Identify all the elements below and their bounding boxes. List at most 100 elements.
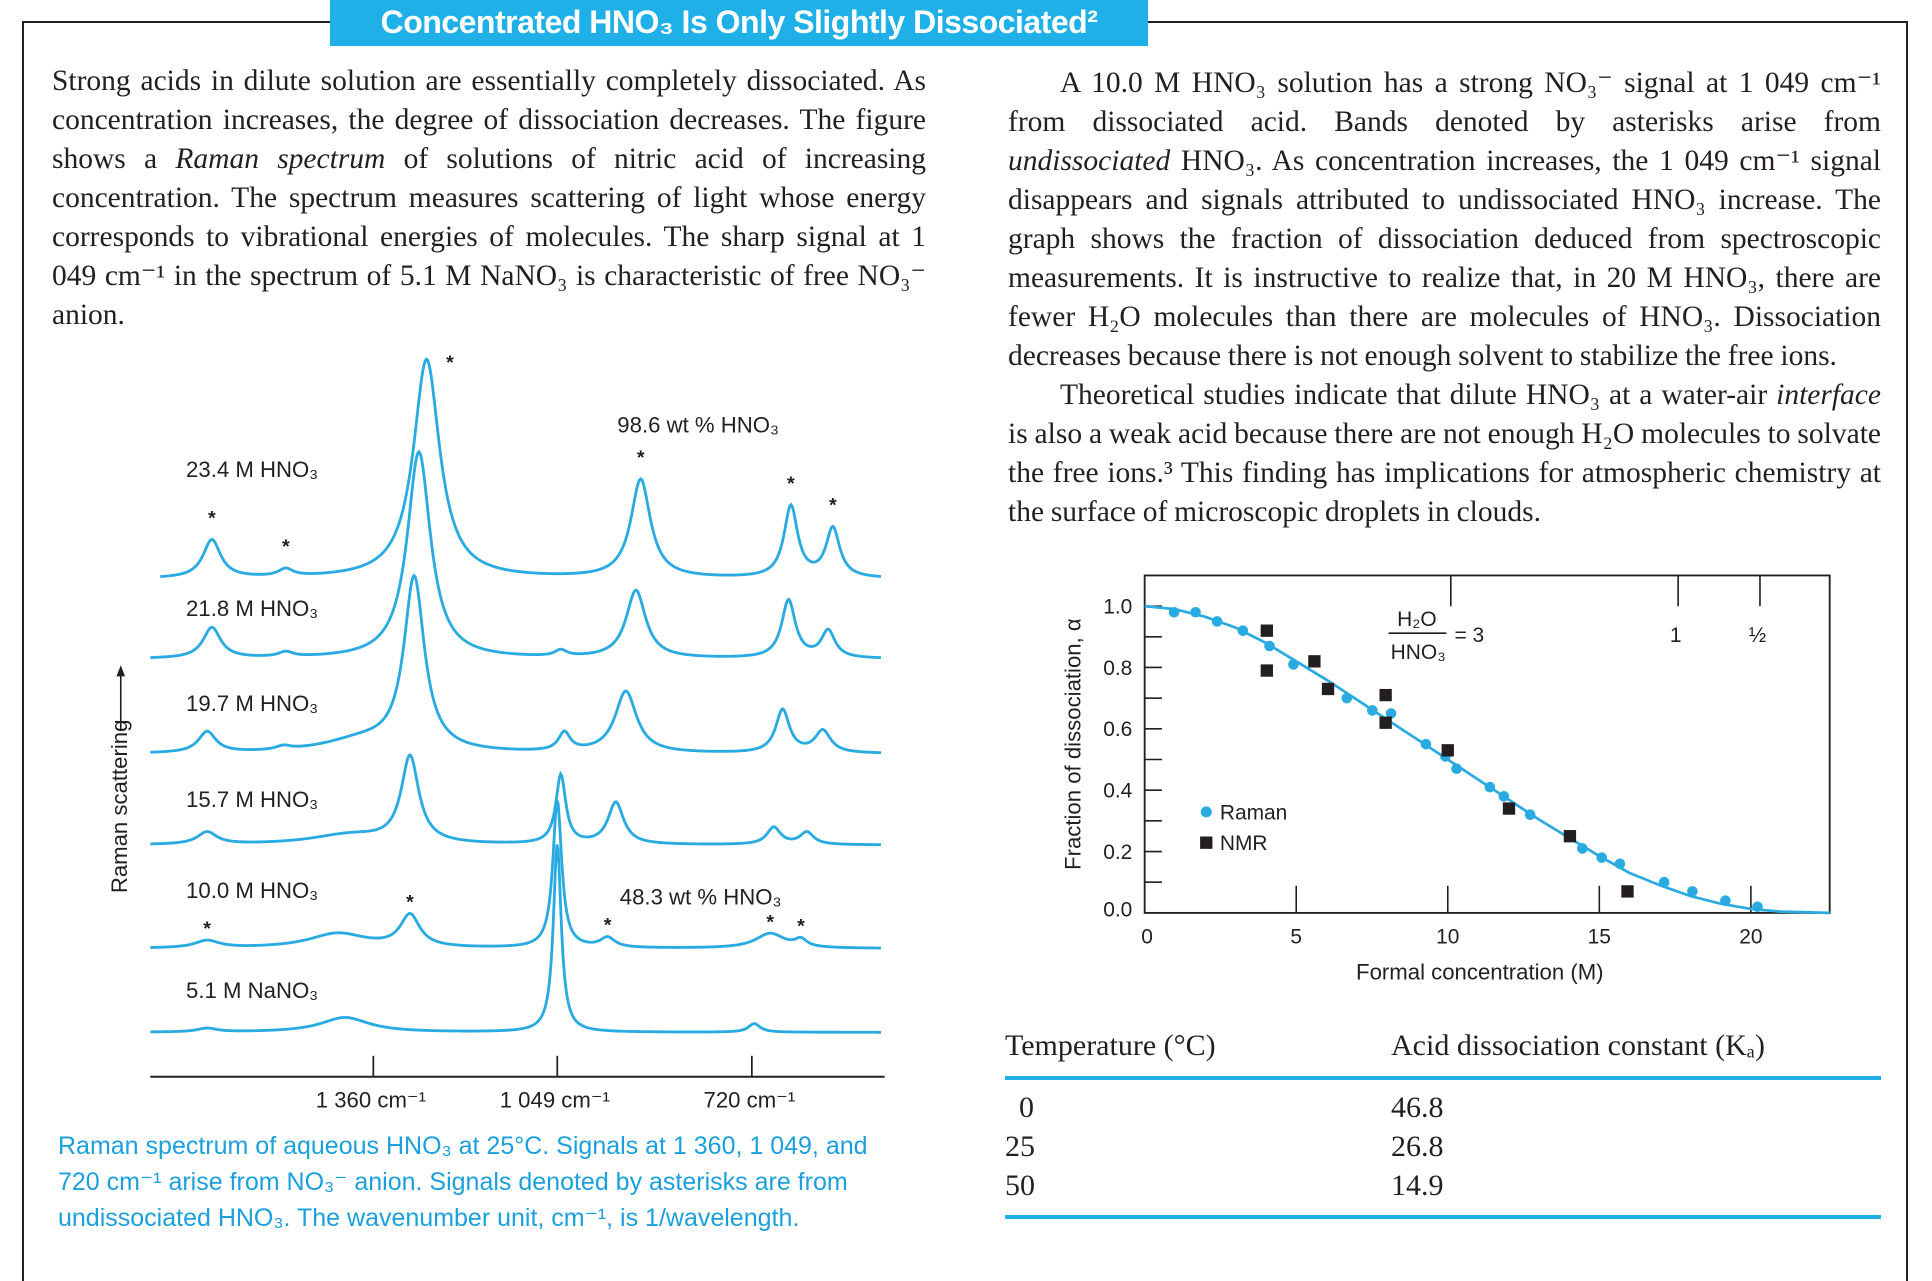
body-paragraph: Theoretical studies indicate that dilute…: [1008, 376, 1881, 532]
text-run: is also a weak acid because there are no…: [1008, 418, 1881, 528]
annotation-98-6-wt: 98.6 wt % HNO₃: [617, 412, 779, 437]
spectrum-label: 23.4 M HNO₃: [186, 457, 318, 482]
raman-point: [1237, 625, 1249, 636]
table-row: 0 46.8: [1005, 1078, 1881, 1127]
asterisk-marker: *: [203, 918, 211, 940]
spectrum-label: 19.7 M HNO₃: [186, 691, 318, 716]
ratio-tick-label: 1: [1670, 624, 1682, 647]
cell-temperature: 0: [1019, 1091, 1034, 1124]
x-tick-label: 15: [1588, 926, 1611, 949]
section-title: Concentrated HNO₃ Is Only Slightly Disso…: [330, 0, 1148, 46]
asterisk-marker: *: [282, 536, 290, 558]
annotation-48-3-wt: 48.3 wt % HNO₃: [620, 884, 782, 909]
raman-point: [1288, 659, 1299, 670]
raman-point: [1577, 843, 1588, 854]
ratio-tick-label: ½: [1749, 624, 1766, 647]
spectrum-label: 15.7 M HNO₃: [186, 787, 318, 812]
table-row: 50 14.9: [1005, 1166, 1881, 1219]
right-column-text: A 10.0 M HNO₃ solution has a strong NO₃⁻…: [1008, 64, 1881, 532]
cell-temperature: 25: [1005, 1130, 1035, 1163]
raman-point: [1687, 886, 1698, 897]
legend-nmr-label: NMR: [1220, 832, 1268, 855]
y-tick-label: 0.6: [1103, 718, 1132, 741]
italic-term: undissociated: [1008, 145, 1171, 177]
spectrum-label: 21.8 M HNO₃: [186, 596, 318, 621]
raman-point: [1190, 606, 1201, 618]
spectrum-trace: [150, 844, 881, 1034]
body-paragraph: A 10.0 M HNO₃ solution has a strong NO₃⁻…: [1008, 64, 1881, 376]
x-tick-label: 10: [1436, 926, 1459, 949]
raman-point: [1420, 738, 1432, 750]
spectrum-label: 10.0 M HNO₃: [186, 878, 318, 903]
ka-table: Temperature (°C) Acid dissociation const…: [1005, 1026, 1881, 1219]
y-axis-label: Fraction of dissociation, α: [1061, 618, 1086, 870]
table-row: 25 26.8: [1005, 1127, 1881, 1166]
nmr-point: [1563, 830, 1577, 843]
text-run: Theoretical studies indicate that dilute…: [1060, 379, 1777, 411]
nmr-point: [1379, 688, 1392, 702]
asterisk-marker: *: [406, 891, 414, 913]
raman-point: [1498, 791, 1510, 802]
raman-point: [1614, 858, 1626, 870]
legend-nmr-icon: [1200, 836, 1213, 849]
cell-ka: 26.8: [1391, 1130, 1444, 1163]
nmr-point: [1441, 744, 1454, 757]
legend-raman-label: Raman: [1220, 801, 1288, 824]
header-ka: Acid dissociation constant (Kₐ): [1391, 1026, 1881, 1080]
asterisk-marker: *: [787, 473, 795, 495]
raman-point: [1168, 606, 1180, 618]
asterisk-marker: *: [637, 447, 645, 469]
raman-point: [1211, 616, 1223, 627]
plot-frame: [1143, 574, 1831, 914]
fit-curve: [1144, 604, 1830, 915]
raman-point: [1341, 692, 1353, 704]
text-run: HNO₃. As concentration increases, the 1 …: [1008, 145, 1881, 372]
nmr-point: [1321, 682, 1335, 696]
nmr-point: [1308, 655, 1321, 668]
spectrum-trace: [150, 573, 882, 755]
ylabel-arrowhead-icon: [116, 665, 126, 677]
text-run: Strong acids in dilute solution are esse…: [52, 65, 926, 175]
nmr-point: [1379, 716, 1392, 729]
axis-tick-label: 1 049 cm⁻¹: [500, 1088, 610, 1113]
axis-tick-label: 720 cm⁻¹: [704, 1088, 796, 1113]
spectrum-trace: [150, 449, 882, 660]
raman-point: [1596, 852, 1608, 863]
spectrum-label: 5.1 M NaNO₃: [186, 978, 318, 1003]
y-tick-label: 0.8: [1103, 657, 1132, 680]
italic-term: interface: [1776, 379, 1881, 411]
x-tick-label: 20: [1739, 926, 1762, 949]
cell-ka: 14.9: [1391, 1166, 1881, 1219]
table-header-row: Temperature (°C) Acid dissociation const…: [1005, 1026, 1881, 1080]
raman-point: [1720, 895, 1731, 906]
x-axis-label: Formal concentration (M): [1356, 959, 1604, 984]
text-run: A 10.0 M HNO₃ solution has a strong NO₃⁻…: [1008, 67, 1881, 138]
y-tick-label: 0.2: [1103, 841, 1132, 864]
raman-point: [1366, 705, 1378, 716]
nmr-point: [1621, 885, 1634, 898]
intro-paragraph: Strong acids in dilute solution are esse…: [52, 62, 926, 335]
nmr-point: [1260, 624, 1273, 637]
raman-point: [1524, 809, 1536, 821]
ratio-numerator: H₂O: [1397, 608, 1437, 631]
asterisk-marker: *: [829, 495, 837, 517]
nmr-point: [1502, 802, 1516, 815]
cell-temperature: 50: [1005, 1166, 1391, 1219]
italic-term: Raman spectrum: [175, 143, 386, 175]
text-run: of solutions of nitric acid of increasin…: [52, 143, 927, 331]
raman-point: [1658, 876, 1670, 888]
legend-raman-icon: [1200, 806, 1212, 818]
asterisk-marker: *: [766, 911, 774, 933]
figure-caption: Raman spectrum of aqueous HNO₃ at 25°C. …: [58, 1132, 868, 1232]
raman-point: [1451, 763, 1462, 775]
spectrum-ylabel: Raman scattering: [107, 720, 132, 894]
y-tick-label: 0.0: [1103, 899, 1132, 922]
nmr-point: [1260, 664, 1273, 677]
raman-point: [1385, 708, 1397, 719]
spectrum-trace: [150, 753, 881, 847]
ratio-tick-label: = 3: [1454, 624, 1484, 647]
raman-point: [1484, 781, 1496, 793]
header-temperature: Temperature (°C): [1005, 1026, 1391, 1080]
x-tick-label: 5: [1290, 926, 1302, 949]
asterisk-marker: *: [208, 508, 216, 530]
